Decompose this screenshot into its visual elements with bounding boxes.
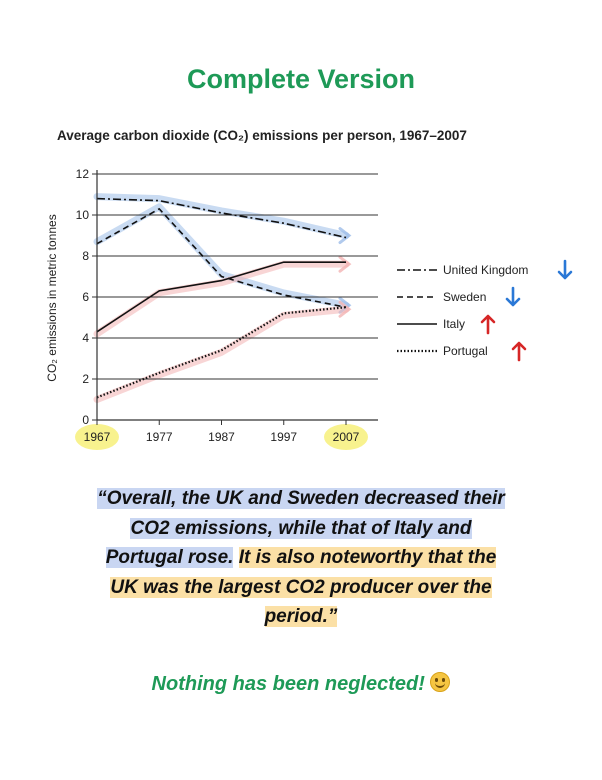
y-tick-12: 12 xyxy=(76,167,90,181)
x-tick-1967: 1967 xyxy=(84,430,111,444)
arrow-down-icon xyxy=(557,259,573,280)
trend-annotation-0 xyxy=(93,193,350,240)
trend-annotation-arrow-2 xyxy=(338,255,352,273)
page-heading: Complete Version xyxy=(186,64,416,94)
x-tick-2007: 2007 xyxy=(333,430,360,444)
series-line-sweden xyxy=(96,207,347,309)
x-tick-1977: 1977 xyxy=(146,430,173,444)
trend-annotation-2 xyxy=(93,260,350,338)
trend-annotation-arrow-3 xyxy=(338,300,352,318)
legend-label-sweden: Sweden xyxy=(443,290,486,304)
arrow-up-icon xyxy=(511,341,527,362)
x-tick-1987: 1987 xyxy=(208,430,235,444)
y-tick-0: 0 xyxy=(82,413,89,427)
legend-label-united-kingdom: United Kingdom xyxy=(443,263,528,277)
y-tick-2: 2 xyxy=(82,372,89,386)
year-highlight-2007 xyxy=(324,424,368,450)
footer-note: Nothing has been neglected! xyxy=(0,672,602,696)
smiley-icon xyxy=(430,672,451,692)
footer-text: Nothing has been neglected! xyxy=(151,673,425,695)
arrow-up-icon xyxy=(480,314,496,335)
series-line-italy xyxy=(96,261,346,333)
legend-label-portugal: Portugal xyxy=(443,344,488,358)
legend-label-italy: Italy xyxy=(443,317,465,331)
y-tick-6: 6 xyxy=(82,290,89,304)
series-line-united-kingdom xyxy=(96,197,347,239)
year-highlight-1967 xyxy=(75,424,119,450)
trend-annotation-3 xyxy=(93,305,350,403)
summary-quote: “Overall, the UK and Sweden decreased th… xyxy=(90,484,512,632)
quote-overview: “Overall, the UK and Sweden decreased th… xyxy=(97,488,505,568)
x-tick-1997: 1997 xyxy=(270,430,297,444)
y-tick-8: 8 xyxy=(82,249,89,263)
y-axis-label: CO₂ emissions in metric tonnes xyxy=(45,214,59,381)
y-tick-4: 4 xyxy=(82,331,89,345)
trend-annotation-arrow-0 xyxy=(338,227,352,245)
series-line-portugal xyxy=(96,306,347,399)
chart-title: Average carbon dioxide (CO₂) emissions p… xyxy=(57,128,467,143)
y-tick-10: 10 xyxy=(76,208,90,222)
arrow-down-icon xyxy=(505,286,521,307)
co2-line-chart: 0 2 4 6 8 10 12 1967 1977 1987 1997 2007 United Kin… xyxy=(45,167,573,450)
